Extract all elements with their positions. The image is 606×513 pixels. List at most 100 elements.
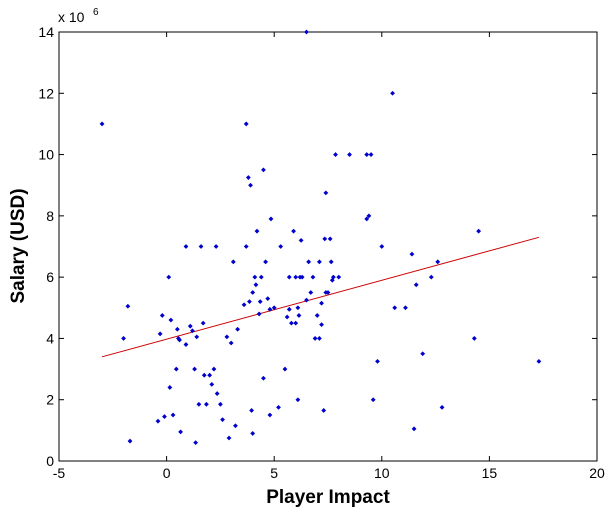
y-tick-label: 4	[46, 330, 54, 346]
data-point	[207, 372, 213, 378]
data-point	[435, 259, 441, 265]
data-point	[286, 274, 292, 280]
data-point	[379, 244, 385, 249]
data-point	[278, 244, 284, 249]
data-point	[252, 274, 258, 280]
data-point	[333, 152, 338, 157]
data-point	[265, 296, 271, 301]
data-point	[276, 404, 281, 410]
data-point	[256, 311, 262, 317]
data-point	[127, 438, 133, 444]
data-point	[366, 213, 372, 219]
data-point	[250, 290, 256, 295]
data-point	[298, 237, 304, 243]
data-point	[322, 236, 328, 242]
data-point	[336, 274, 342, 280]
data-point	[364, 216, 370, 222]
y-ticks: 0 2 4 6 8 10 12 14	[38, 24, 597, 469]
data-point	[282, 366, 288, 372]
y-tick-label: 10	[38, 147, 54, 163]
data-point	[224, 334, 230, 340]
data-point	[261, 375, 266, 381]
data-point	[390, 90, 395, 96]
data-point	[304, 29, 309, 35]
data-point	[193, 440, 199, 446]
data-point	[167, 385, 173, 390]
data-point	[330, 274, 336, 280]
data-point	[368, 152, 374, 157]
data-point	[125, 303, 131, 309]
data-point	[99, 121, 105, 127]
y-axis-label: Salary (USD)	[8, 188, 29, 303]
data-point	[319, 322, 324, 328]
data-point	[194, 334, 200, 340]
data-point	[233, 423, 238, 429]
data-point	[166, 274, 172, 280]
y-tick-label: 14	[38, 24, 54, 40]
x-tick-label: 15	[482, 465, 498, 481]
data-point	[267, 306, 273, 312]
data-point	[428, 274, 434, 280]
data-point	[157, 331, 163, 337]
data-point	[249, 408, 255, 413]
data-point	[289, 320, 294, 326]
data-point	[241, 302, 247, 308]
data-point	[155, 418, 161, 424]
data-point	[316, 336, 322, 341]
data-point	[392, 305, 398, 311]
data-point	[204, 401, 209, 407]
data-point	[243, 121, 249, 127]
data-point	[248, 182, 253, 188]
data-point	[411, 426, 417, 432]
data-point	[250, 431, 256, 436]
data-point	[267, 412, 273, 418]
x-tick-label: -5	[53, 465, 66, 481]
y-tick-label: 2	[46, 392, 54, 408]
data-point	[209, 381, 215, 387]
data-point	[403, 305, 408, 311]
data-point	[258, 274, 264, 280]
data-point	[293, 320, 299, 326]
data-point	[198, 244, 204, 249]
data-point	[253, 282, 259, 288]
data-point	[308, 290, 314, 295]
y-tick-label: 12	[38, 85, 54, 101]
data-point	[286, 306, 292, 312]
data-point	[200, 320, 206, 326]
data-point	[230, 259, 236, 265]
data-point	[218, 401, 223, 407]
data-point	[173, 366, 179, 372]
data-point	[170, 412, 176, 418]
data-point	[347, 152, 352, 157]
data-point	[306, 259, 312, 265]
data-point	[177, 337, 182, 343]
data-point	[211, 366, 217, 372]
x-tick-label: 10	[374, 465, 390, 481]
exponent-base: x 10	[58, 9, 85, 25]
data-point	[192, 366, 197, 372]
data-point	[271, 305, 277, 311]
data-point	[213, 244, 219, 249]
fit-line	[101, 236, 540, 358]
data-point	[201, 372, 207, 378]
data-point	[296, 313, 302, 318]
data-point	[476, 228, 482, 234]
data-point	[235, 326, 241, 332]
data-point	[159, 313, 165, 318]
data-point	[295, 305, 301, 311]
x-tick-label: 0	[163, 465, 171, 481]
data-point	[247, 299, 252, 305]
data-point	[268, 216, 274, 222]
data-point	[174, 326, 180, 332]
data-point	[263, 259, 268, 265]
data-point	[420, 351, 426, 357]
data-point	[409, 251, 415, 257]
data-point	[321, 408, 327, 413]
data-point	[323, 190, 329, 196]
data-point	[471, 336, 477, 341]
data-point	[187, 323, 193, 329]
x-ticks: -5 0 5 10 15 20	[53, 32, 605, 481]
data-point	[293, 274, 299, 280]
data-point	[257, 299, 263, 305]
